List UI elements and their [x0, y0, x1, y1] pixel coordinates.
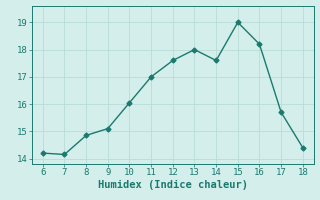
X-axis label: Humidex (Indice chaleur): Humidex (Indice chaleur): [98, 180, 248, 190]
